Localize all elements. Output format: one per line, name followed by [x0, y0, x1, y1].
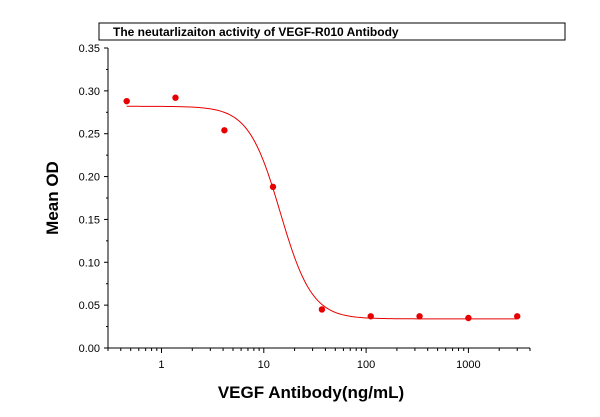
x-tick-label: 100	[357, 359, 375, 371]
chart-title-group: The neutarlizaiton activity of VEGF-R010…	[98, 22, 566, 41]
y-tick-label: 0.10	[79, 257, 100, 269]
data-point	[514, 313, 521, 320]
y-tick-label: 0.15	[79, 214, 100, 226]
data-point	[269, 183, 277, 191]
x-tick-label: 10	[258, 359, 270, 371]
y-tick-label: 0.30	[79, 86, 100, 98]
axes	[107, 48, 530, 349]
chart-title: The neutarlizaiton activity of VEGF-R010…	[113, 25, 399, 39]
data-point	[221, 127, 228, 134]
x-ticks: 1 10 100 1000	[107, 348, 531, 371]
y-tick-label: 0.20	[79, 172, 100, 184]
y-tick-label: 0.05	[79, 300, 100, 312]
data-points	[123, 94, 521, 322]
y-ticks: 0.00 0.05 0.10 0.15 0.20 0.25 0.30 0.35	[79, 43, 108, 355]
data-point	[367, 313, 374, 320]
x-tick-label: 1	[158, 359, 164, 371]
data-point	[416, 313, 423, 320]
y-axis-title: Mean OD	[43, 161, 62, 235]
x-tick-label: 1000	[456, 359, 480, 371]
data-point	[318, 306, 326, 313]
y-tick-label: 0.25	[79, 129, 100, 141]
y-tick-label: 0.00	[79, 343, 100, 355]
fit-curve	[126, 105, 518, 320]
y-tick-label: 0.35	[79, 43, 100, 55]
data-point	[465, 314, 472, 322]
chart-title-box	[98, 22, 566, 41]
data-point	[172, 94, 179, 101]
data-point	[123, 97, 130, 105]
x-axis-title: VEGF Antibody(ng/mL)	[218, 383, 404, 402]
